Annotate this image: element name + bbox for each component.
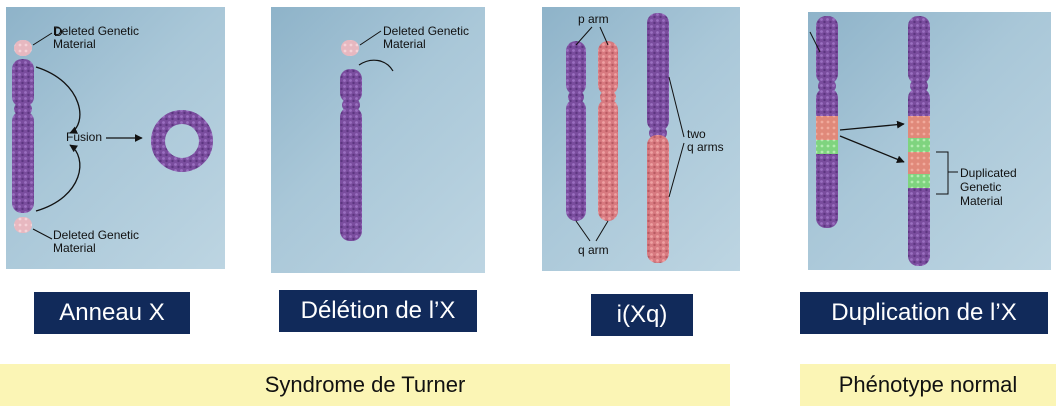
two-q-arms-label: two q arms [687, 127, 724, 154]
x-chromosome [12, 59, 34, 107]
q-arm-label: q arm [578, 243, 609, 257]
duplicated-material-label: Duplicated Genetic Material [960, 166, 1017, 208]
deleted-x-chromosome [340, 69, 362, 103]
normal-x-chromosome [816, 16, 838, 84]
deleted-fragment-bottom [14, 217, 32, 233]
isochromosome [647, 13, 669, 131]
caption-duplication-x: Duplication de l’X [800, 292, 1048, 334]
deleted-material-label: Deleted Genetic Material [383, 24, 470, 51]
band-turner-syndrome: Syndrome de Turner [0, 364, 730, 406]
deleted-material-top-label: Deleted Genetic Material [53, 24, 140, 51]
caption-ring-x: Anneau X [34, 292, 190, 334]
duplicated-x-chromosome [908, 16, 930, 84]
deleted-fragment-top [14, 40, 32, 56]
pink-x-chromosome [598, 41, 618, 95]
band-normal-phenotype: Phénotype normal [800, 364, 1056, 406]
ring-chromosome [151, 110, 213, 172]
deleted-material-bottom-label: Deleted Genetic Material [53, 228, 140, 255]
deleted-label-top: D [54, 25, 63, 39]
normal-x-chromosome [566, 41, 586, 95]
deleted-fragment [341, 40, 359, 56]
caption-deletion-x: Délétion de l’X [279, 290, 477, 332]
deletion-panel: Deleted Genetic Material [271, 7, 485, 273]
p-arm-label: p arm [578, 12, 609, 26]
duplication-panel: Duplicated Genetic Material [808, 12, 1051, 270]
fusion-label: Fusion [66, 130, 103, 144]
ring-chromosome-panel: D Deleted Genetic Material Fusion Delete… [6, 7, 225, 269]
isochromosome-panel: p arm two q arms q arm [542, 7, 740, 271]
caption-isochromosome: i(Xq) [591, 294, 693, 336]
